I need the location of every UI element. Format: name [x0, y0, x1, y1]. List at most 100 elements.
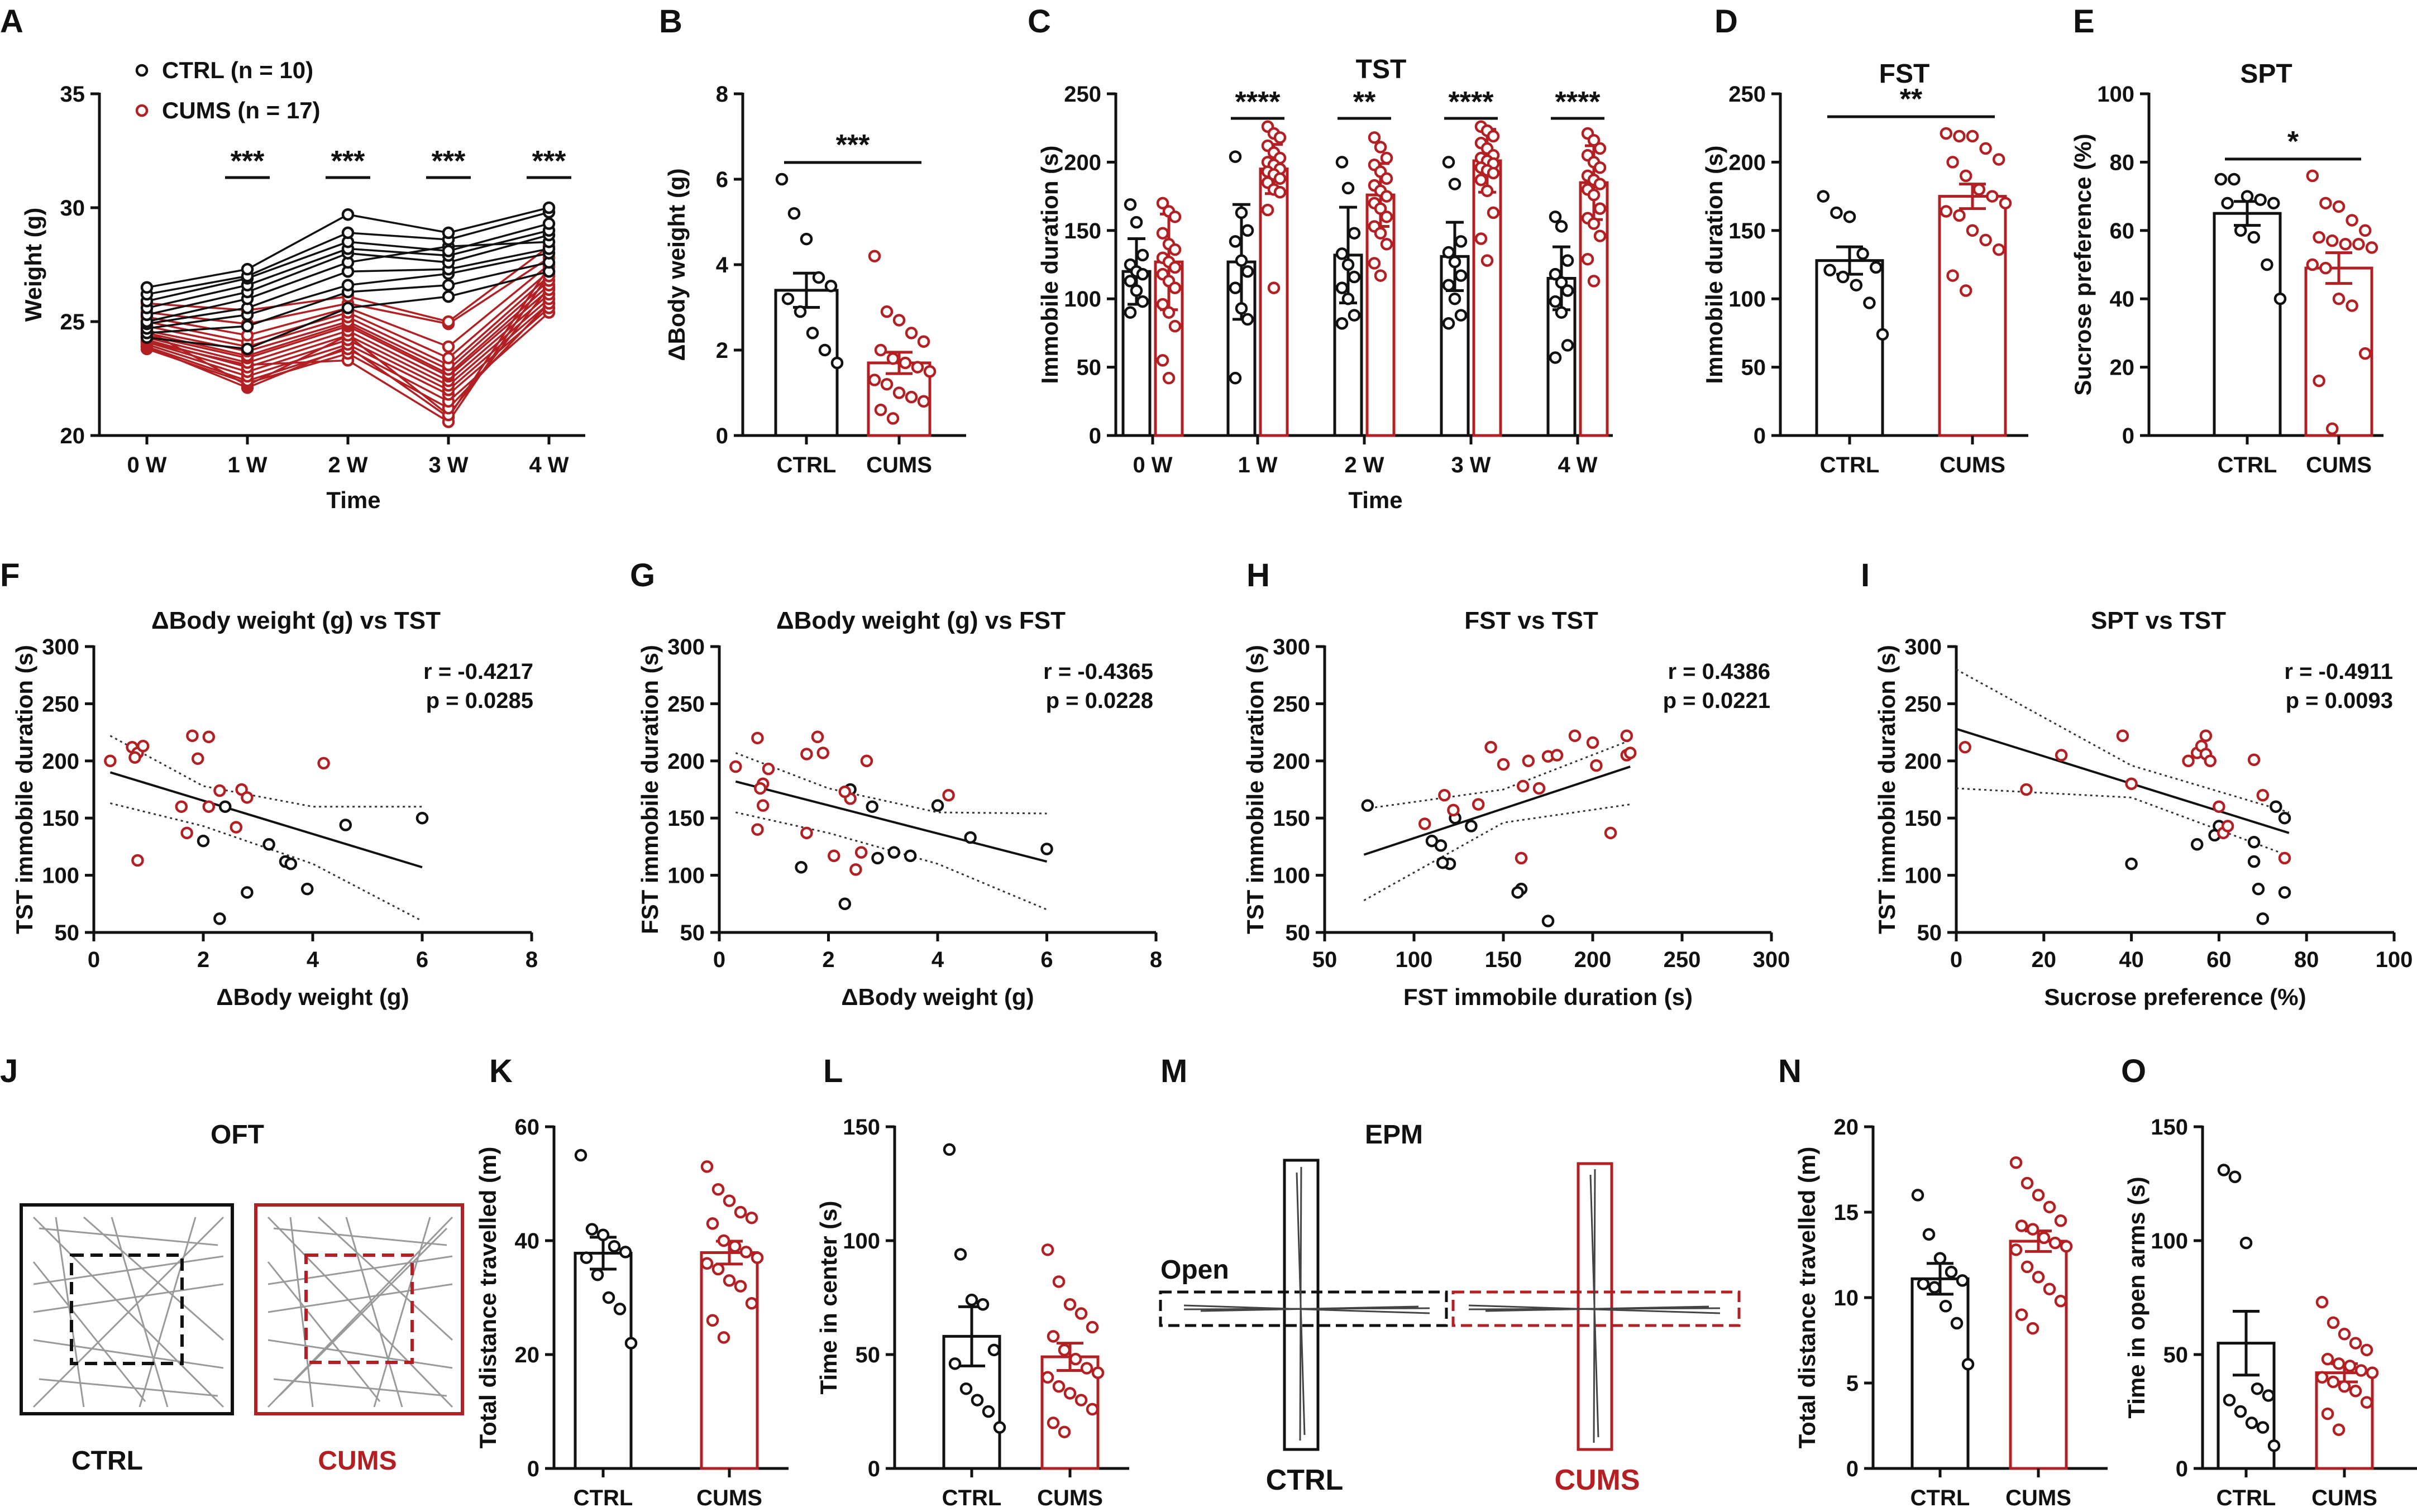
data-point: [1380, 151, 1393, 165]
data-point: [2332, 1357, 2346, 1370]
panel-label-i: I: [1861, 557, 1870, 594]
data-point-ctrl: [1436, 856, 1449, 869]
data-point-cums: [1604, 826, 1617, 840]
data-point-ctrl: [2190, 838, 2204, 851]
data-point: [2352, 238, 2365, 251]
y-tick-label: 50: [680, 921, 705, 945]
data-point-cums: [2055, 749, 2068, 762]
panel-j: J OFT CTRL CUMS: [0, 1053, 464, 1476]
oft-track-ctrl: [20, 1203, 234, 1415]
data-point: [874, 403, 887, 417]
data-point: [1549, 267, 1562, 281]
ci-lower-line: [1956, 787, 2290, 857]
data-point: [739, 1246, 753, 1259]
x-tick-label: 4 W: [529, 453, 569, 477]
r-statistic: r = 0.4386: [1668, 659, 1771, 684]
data-point-cums: [2125, 777, 2138, 791]
data-point: [794, 305, 807, 318]
data-point: [1480, 254, 1494, 267]
x-axis-title: Time: [326, 487, 380, 513]
data-point: [1241, 224, 1254, 237]
panel-d: D FST 0 50 100 150 200 250 Immobile duration (s)…: [1701, 3, 2028, 477]
panel-g: G ΔBody weight (g) vs FST 50 100 150 200 250 30…: [630, 557, 1162, 1010]
y-tick-label: 40: [515, 1229, 540, 1253]
y-tick-label: 0: [1754, 424, 1766, 448]
data-point: [2228, 1170, 2242, 1184]
data-point: [1074, 1394, 1088, 1406]
data-point-cums: [2020, 783, 2033, 796]
data-point: [1080, 1362, 1093, 1375]
data-point: [2354, 1364, 2368, 1377]
data-point-cums: [1568, 729, 1582, 742]
data-point: [2315, 1371, 2329, 1384]
data-point: [1959, 284, 1972, 297]
data-point: [905, 327, 918, 339]
data-point: [1348, 309, 1361, 322]
data-point-cums: [1497, 758, 1510, 771]
data-point: [2234, 1405, 2247, 1418]
data-point-cums: [2278, 851, 2291, 865]
data-point-ctrl: [871, 851, 884, 865]
legend-label-cums: CUMS (n = 17): [162, 97, 321, 123]
data-point: [868, 250, 881, 262]
data-point: [824, 280, 838, 293]
y-tick-label: 250: [667, 692, 705, 716]
data-point: [2009, 1156, 2023, 1169]
y-tick-label: 150: [1904, 806, 1942, 831]
y-tick-label: 0: [1089, 424, 1101, 448]
y-axis-title: Time in open arms (s): [2123, 1176, 2149, 1418]
data-point: [2043, 1283, 2056, 1295]
x-tick-label: 150: [1485, 948, 1522, 972]
data-point: [2267, 197, 2280, 210]
data-point-cums: [2182, 754, 2195, 768]
data-point: [1124, 275, 1137, 288]
data-point: [2239, 1236, 2253, 1250]
data-point: [874, 343, 887, 357]
x-tick-label: CTRL: [1820, 453, 1880, 477]
panel-label-j: J: [0, 1053, 18, 1089]
data-point: [1058, 1425, 1071, 1438]
series-point-ctrl: [442, 290, 455, 303]
chart-title: SPT vs TST: [2091, 607, 2226, 634]
data-point: [1156, 197, 1169, 210]
data-point-cums: [1586, 736, 1599, 749]
y-tick-label: 150: [2151, 1115, 2188, 1140]
data-point: [1876, 328, 1889, 341]
data-point-cums: [202, 730, 216, 744]
data-point: [1341, 292, 1355, 305]
data-point: [2358, 347, 2372, 360]
data-point-cums: [1447, 803, 1460, 817]
data-point: [781, 292, 795, 305]
data-point: [1442, 156, 1455, 169]
epm-closed-arm-ctrl: [1283, 1159, 1320, 1451]
x-tick-label: 50: [1312, 948, 1338, 972]
data-point: [1335, 317, 1349, 330]
data-point: [1335, 247, 1349, 260]
y-tick-label: 150: [843, 1115, 880, 1140]
data-point: [1448, 292, 1461, 305]
epm-cums-label: CUMS: [1554, 1464, 1640, 1496]
series-point-ctrl: [241, 319, 254, 333]
data-point: [1156, 298, 1169, 311]
y-tick-label: 0: [2176, 1457, 2188, 1481]
data-point: [1341, 258, 1355, 271]
chart-title: FST: [1879, 59, 1930, 89]
data-point-ctrl: [2256, 912, 2270, 925]
data-point-cums: [1623, 747, 1637, 759]
data-point: [800, 232, 813, 246]
data-point: [1587, 275, 1601, 288]
panel-k: K 0 20 40 60 Total distance travelled (m) CTRL…: [475, 1053, 789, 1510]
data-point-ctrl: [1361, 799, 1374, 812]
epm-open-arm-cums: [1451, 1290, 1741, 1327]
data-point: [2247, 231, 2261, 244]
data-point-cums: [729, 760, 742, 773]
data-point: [1928, 1281, 1941, 1294]
data-point-ctrl: [262, 838, 275, 851]
data-point: [602, 1291, 615, 1304]
data-point-ctrl: [866, 800, 878, 813]
data-point: [2349, 1385, 2362, 1398]
panel-label-e: E: [2073, 3, 2095, 40]
data-point: [2360, 1343, 2373, 1357]
data-point: [2032, 1189, 2045, 1202]
data-point: [1836, 270, 1850, 284]
